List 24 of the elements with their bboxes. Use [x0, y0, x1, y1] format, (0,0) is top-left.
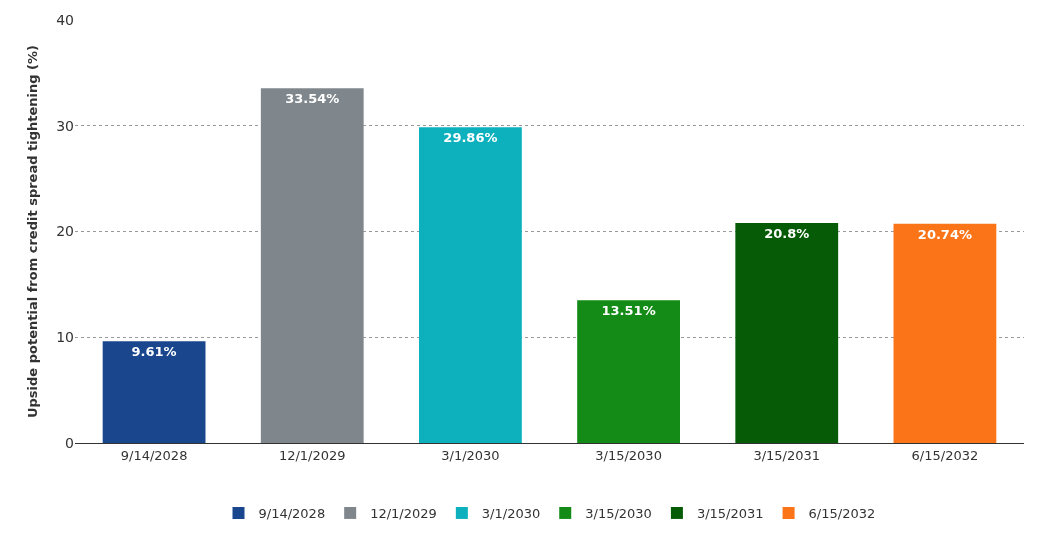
data-label: 33.54%: [285, 91, 340, 107]
x-tick-label: 3/1/2030: [441, 447, 500, 463]
data-label: 9.61%: [131, 344, 177, 360]
y-tick-label: 40: [56, 11, 74, 28]
data-label: 13.51%: [601, 303, 656, 319]
x-tick-label: 3/15/2031: [753, 447, 821, 463]
y-tick-label: 10: [56, 329, 74, 346]
y-tick-label: 0: [65, 434, 74, 451]
legend-label: 3/15/2031: [696, 506, 764, 522]
legend-label: 6/15/2032: [808, 506, 876, 522]
legend-label: 3/1/2030: [481, 506, 541, 522]
data-label: 29.86%: [443, 130, 498, 146]
x-tick-label: 9/14/2028: [120, 447, 188, 463]
data-label: 20.8%: [764, 226, 810, 242]
legend-label: 9/14/2028: [258, 506, 326, 522]
y-tick-label: 30: [56, 117, 74, 134]
x-tick-label: 12/1/2029: [278, 447, 346, 463]
x-tick-label: 6/15/2032: [911, 447, 979, 463]
legend-label: 12/1/2029: [370, 506, 437, 522]
data-label: 20.74%: [917, 226, 972, 242]
y-axis-title: Upside potential from credit spread tightening (%): [25, 44, 41, 419]
y-tick-label: 20: [56, 223, 74, 240]
x-tick-label: 3/15/2030: [595, 447, 662, 463]
legend-label: 3/15/2030: [585, 506, 652, 522]
